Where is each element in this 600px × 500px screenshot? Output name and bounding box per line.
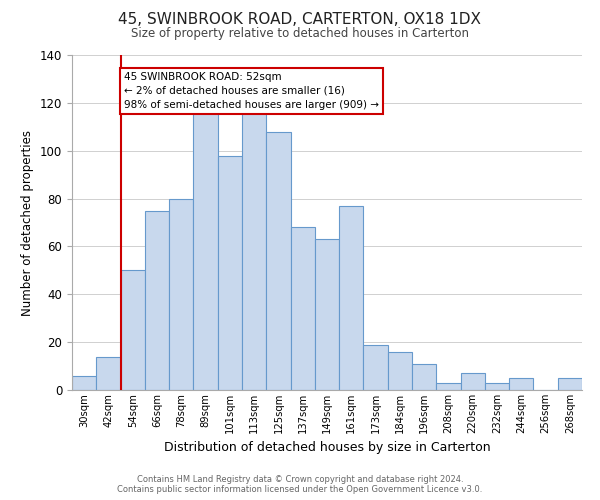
Bar	[266, 132, 290, 390]
Bar	[461, 373, 485, 390]
Text: 45, SWINBROOK ROAD, CARTERTON, OX18 1DX: 45, SWINBROOK ROAD, CARTERTON, OX18 1DX	[119, 12, 482, 28]
Bar	[412, 364, 436, 390]
Bar	[436, 383, 461, 390]
Bar	[558, 378, 582, 390]
Bar	[290, 228, 315, 390]
Text: Size of property relative to detached houses in Carterton: Size of property relative to detached ho…	[131, 28, 469, 40]
Bar	[218, 156, 242, 390]
Bar	[193, 108, 218, 390]
Bar	[96, 356, 121, 390]
Bar	[72, 376, 96, 390]
Bar	[121, 270, 145, 390]
Bar	[509, 378, 533, 390]
Bar	[169, 198, 193, 390]
X-axis label: Distribution of detached houses by size in Carterton: Distribution of detached houses by size …	[164, 442, 490, 454]
Text: 45 SWINBROOK ROAD: 52sqm
← 2% of detached houses are smaller (16)
98% of semi-de: 45 SWINBROOK ROAD: 52sqm ← 2% of detache…	[124, 72, 379, 110]
Text: Contains public sector information licensed under the Open Government Licence v3: Contains public sector information licen…	[118, 485, 482, 494]
Bar	[145, 210, 169, 390]
Bar	[364, 344, 388, 390]
Bar	[388, 352, 412, 390]
Bar	[485, 383, 509, 390]
Bar	[339, 206, 364, 390]
Bar	[315, 240, 339, 390]
Text: Contains HM Land Registry data © Crown copyright and database right 2024.: Contains HM Land Registry data © Crown c…	[137, 475, 463, 484]
Y-axis label: Number of detached properties: Number of detached properties	[22, 130, 34, 316]
Bar	[242, 110, 266, 390]
